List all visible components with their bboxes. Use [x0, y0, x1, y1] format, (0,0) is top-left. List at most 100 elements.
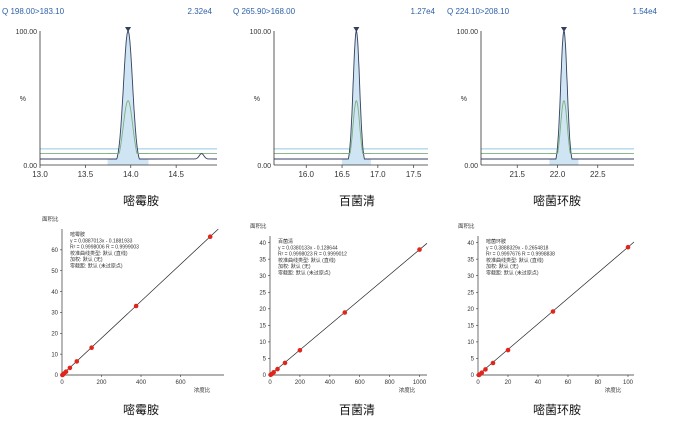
x-tick-label: 14.5 [168, 170, 184, 179]
calibration-legend-line: 零截距: 默认 (未过原点) [278, 270, 331, 277]
y-tick-label: 10 [467, 340, 474, 346]
compound-caption: 嘧霉胺 [123, 403, 159, 417]
y-tick-label: 35 [259, 257, 266, 263]
x-tick-label: 13.0 [32, 170, 48, 179]
calibration-fit-line [61, 228, 219, 376]
x-tick-label: 16.0 [298, 170, 314, 179]
chromatogram-trace [481, 29, 634, 160]
calibration-legend-line: 校准曲线类型: 默认 (直线) [70, 250, 128, 257]
chromatogram-transition-label: Q 265.90>168.00 [233, 7, 296, 16]
calibration-point [275, 366, 280, 372]
y-tick-label: 15 [259, 324, 266, 330]
peak-fill-area [549, 31, 579, 165]
x-tick-label: 0 [268, 380, 272, 386]
compound-caption: 嘧霉胺 [123, 194, 159, 208]
y-tick-label: 5 [263, 357, 267, 363]
peak-apex-marker [125, 27, 132, 32]
chromatogram-transition-label: Q 198.00>183.10 [2, 7, 65, 16]
x-tick-label: 600 [176, 380, 187, 386]
calibration-point [271, 370, 277, 375]
calibration-point [479, 370, 485, 376]
compound-caption: 百菌清 [339, 403, 375, 417]
peak-apex-marker [353, 27, 360, 32]
y-tick-label: 25 [259, 290, 266, 296]
calibration-legend-line: R² = 0.9998006 R = 0.9999003 [70, 245, 139, 251]
y-axis-percent-label: % [254, 96, 260, 103]
peak-fill-area [341, 31, 371, 165]
calibration-point [74, 359, 80, 364]
compound-caption: 嘧菌环胺 [533, 403, 581, 417]
y-tick-label: 20 [467, 307, 474, 313]
calibration-point [297, 348, 303, 353]
y-tick-label: 0 [55, 373, 59, 379]
y-tick-label: 5 [471, 357, 475, 363]
x-tick-label: 1000 [413, 380, 427, 386]
chromatogram-trace [40, 30, 218, 160]
peak-apex-marker [560, 27, 567, 32]
y-tick-label: 50 [51, 269, 58, 275]
calibration-legend-line: 校准曲线类型: 默认 (直线) [486, 257, 544, 264]
calibration-legend-line: R² = 0.9997676 R = 0.9998838 [486, 252, 555, 258]
x-tick-label: 400 [325, 380, 336, 386]
calibration-point [550, 309, 556, 314]
y-axis-top-label: 100.00 [250, 29, 272, 36]
y-axis-percent-label: % [461, 96, 467, 103]
calibration-legend-line: y = 0.3888329x - 0.2654818 [486, 245, 549, 251]
x-tick-label: 17.0 [370, 170, 386, 179]
y-tick-label: 35 [467, 257, 474, 263]
y-tick-label: 10 [51, 352, 58, 358]
x-tick-label: 100 [623, 380, 634, 386]
y-axis-top-label: 100.00 [16, 29, 38, 36]
calibration-legend-line: 零截距: 默认 (未过原点) [70, 263, 123, 270]
x-axis-title: 浓度比 [399, 386, 416, 394]
chromatogram-max-intensity: 2.32e4 [188, 7, 213, 16]
y-tick-label: 10 [259, 340, 266, 346]
qualifier-trace [549, 100, 579, 155]
y-tick-label: 60 [51, 248, 58, 254]
calibration-point [417, 247, 422, 252]
calibration-point [207, 234, 213, 239]
calibration-legend-line: y = 0.0380133x - 0.128644 [278, 245, 338, 251]
x-tick-label: 600 [355, 380, 366, 386]
qualifier-trace [341, 100, 371, 155]
x-tick-label: 40 [535, 380, 542, 386]
x-tick-label: 800 [385, 380, 396, 386]
y-tick-label: 0 [471, 373, 475, 379]
y-tick-label: 20 [259, 307, 266, 313]
x-tick-label: 20 [505, 380, 512, 386]
calibration-point [342, 310, 348, 315]
x-tick-label: 60 [565, 380, 572, 386]
x-axis-title: 浓度比 [605, 386, 622, 394]
compound-caption: 嘧菌环胺 [533, 194, 581, 208]
x-tick-label: 200 [97, 380, 108, 386]
y-axis-bottom-label: 0.00 [23, 163, 37, 170]
calibration-point [63, 369, 69, 375]
y-tick-label: 40 [467, 241, 474, 247]
x-tick-label: 22.5 [590, 170, 606, 179]
chromatogram-max-intensity: 1.54e4 [633, 7, 658, 16]
qualifier-trace [107, 100, 149, 155]
calibration-legend-line: 百菌清 [278, 238, 293, 245]
y-tick-label: 15 [467, 324, 474, 330]
x-tick-label: 21.5 [509, 170, 525, 179]
calibration-point [89, 345, 94, 351]
y-axis-bottom-label: 0.00 [257, 163, 271, 170]
y-tick-label: 40 [259, 241, 266, 247]
chromatogram-transition-label: Q 224.10>208.10 [447, 7, 510, 16]
calibration-point [67, 365, 73, 371]
y-tick-label: 20 [51, 331, 58, 337]
x-tick-label: 22.0 [550, 170, 566, 179]
y-axis-percent-label: % [20, 96, 26, 103]
x-tick-label: 16.5 [334, 170, 350, 179]
compound-caption: 百菌清 [339, 194, 375, 208]
y-tick-label: 0 [263, 373, 267, 379]
calibration-legend-line: 嘧霉胺 [70, 231, 85, 238]
x-tick-label: 80 [595, 380, 602, 386]
chromatogram-max-intensity: 1.27e4 [411, 7, 436, 16]
calibration-fit-line [477, 241, 635, 376]
calibration-legend-line: R² = 0.9998023 R = 0.9999012 [278, 252, 347, 258]
x-tick-label: 17.5 [406, 170, 422, 179]
x-tick-label: 0 [60, 380, 64, 386]
calibration-legend-line: y = 0.0887013x - 0.1881933 [70, 238, 133, 244]
